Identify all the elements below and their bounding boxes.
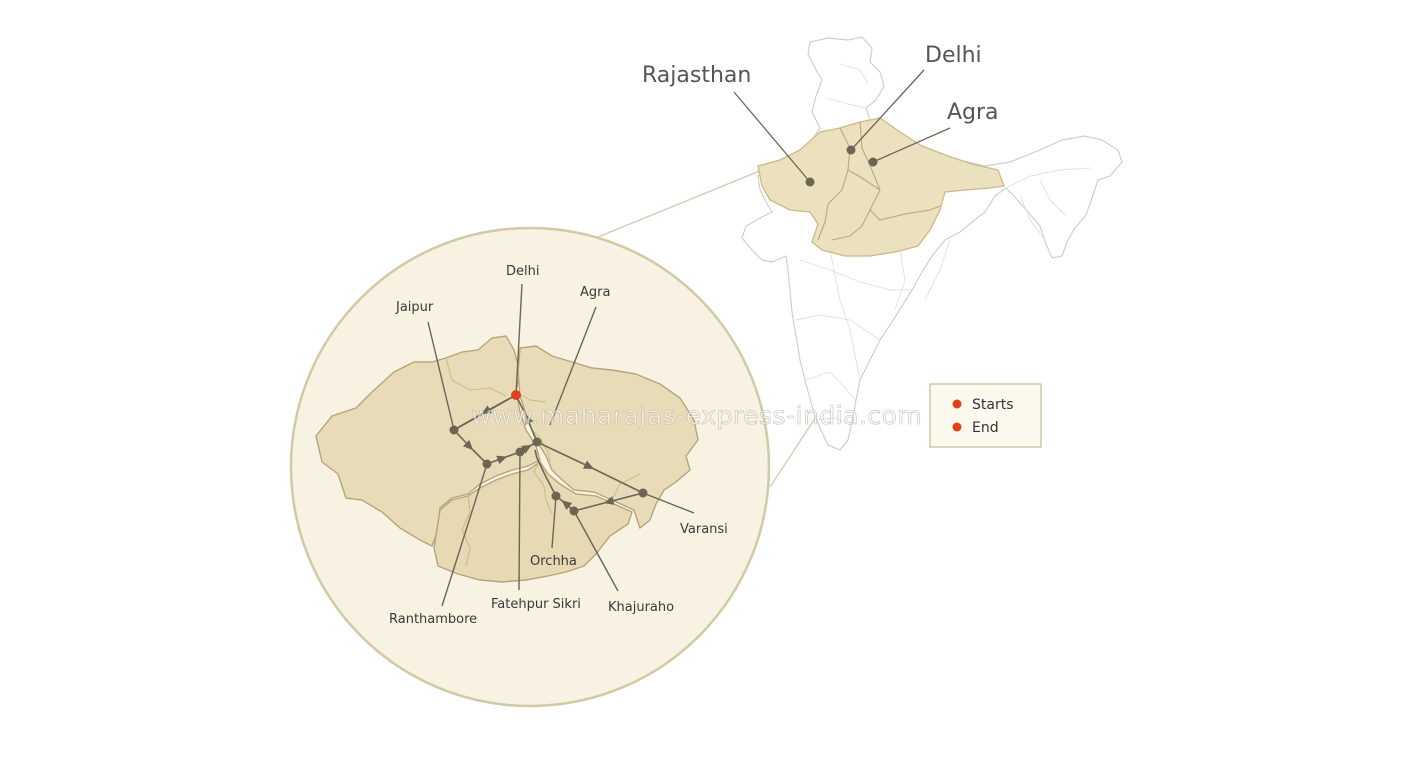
overview-rajasthan-leader [733,91,811,183]
route-leader-lines [427,283,695,607]
city-dots [449,390,648,516]
train-route [453,394,644,512]
overview-agra-leader [872,127,951,163]
city-label-delhi: Delhi [506,264,539,279]
city-dot-jaipur [449,425,459,435]
city-dot-varanasi [638,488,648,498]
city-dot-fatehpur-sikri [515,447,525,457]
city-label-khajuraho: Khajuraho [608,600,674,615]
zoom-region-madhya-pradesh [433,461,633,583]
overview-label-rajasthan: Rajasthan [642,63,751,88]
overview-label-agra: Agra [947,100,999,125]
watermark-text: www.maharajas-express-india.com [471,401,922,430]
zoom-circle-background [289,226,771,708]
city-dot-orchha [551,491,561,501]
legend-box: Starts End [929,383,1042,448]
legend-starts-dot [952,399,962,409]
overview-delhi-leader [850,69,925,151]
legend-starts-label: Starts [972,397,1014,413]
city-dot-ranthambore [482,459,492,469]
city-label-varanasi: Varansi [680,522,728,537]
legend-end-dot [952,422,962,432]
city-label-fatehpur-sikri: Fatehpur Sikri [491,597,581,612]
city-dot-khajuraho [569,506,579,516]
city-dot-agra [532,437,542,447]
overview-label-delhi: Delhi [925,43,982,68]
city-label-jaipur: Jaipur [395,300,434,315]
highlighted-states-region [757,117,1005,257]
city-label-orchha: Orchha [530,554,577,569]
india-outline-map: Rajasthan Delhi Agra [642,36,1123,451]
zoomed-route-circle: Delhi Agra Jaipur Varansi Orchha Khajura… [289,226,771,708]
city-label-ranthambore: Ranthambore [389,612,477,627]
city-label-agra: Agra [580,285,610,300]
city-dot-delhi [511,390,521,400]
legend-end-label: End [972,420,999,436]
